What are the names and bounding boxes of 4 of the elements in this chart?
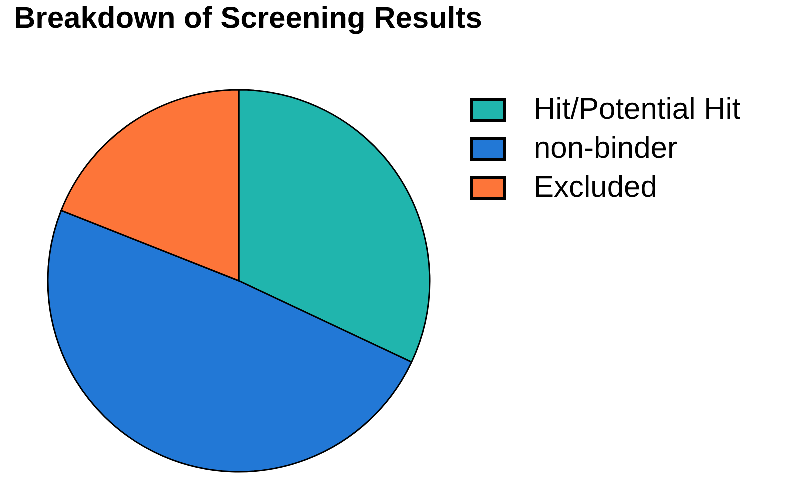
legend-label: non-binder bbox=[534, 132, 678, 166]
legend-label: Hit/Potential Hit bbox=[534, 92, 741, 126]
chart-title: Breakdown of Screening Results bbox=[14, 2, 482, 36]
legend-label: Excluded bbox=[534, 170, 658, 204]
